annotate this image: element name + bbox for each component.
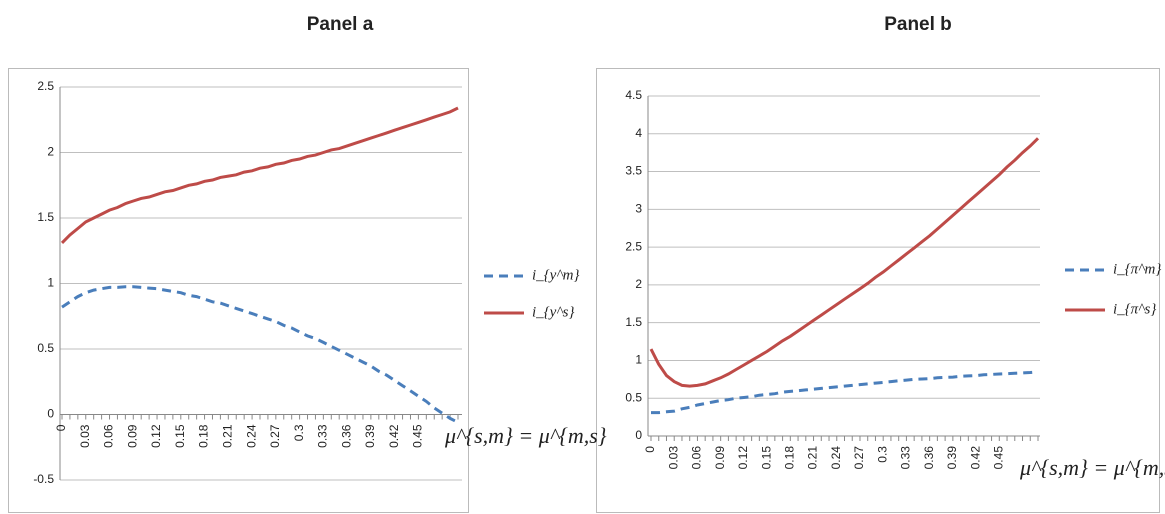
panel-title: Panel b xyxy=(884,14,952,35)
panel-frame xyxy=(8,68,469,513)
y-tick-label: 1.5 xyxy=(37,210,54,224)
x-tick-label: 0.03 xyxy=(78,424,92,448)
series-line xyxy=(651,370,1039,415)
x-tick-label: 0.27 xyxy=(852,446,866,470)
x-tick-label: 0.36 xyxy=(339,424,353,448)
x-tick-label: 0.09 xyxy=(125,424,139,448)
y-tick-label: 1.5 xyxy=(625,315,642,329)
y-tick-label: 0 xyxy=(47,407,54,421)
x-tick-label: 0.42 xyxy=(387,424,401,448)
x-tick-label: 0.45 xyxy=(991,446,1005,470)
x-tick-label: 0.06 xyxy=(690,446,704,470)
x-axis-label: μ^{s,m} = μ^{m,s} xyxy=(444,423,607,448)
x-axis-label: μ^{s,m} = μ^{m,s} xyxy=(1019,455,1165,480)
legend-label: i_{y^m} xyxy=(532,267,579,283)
x-tick-label: 0.15 xyxy=(173,424,187,448)
panel-title: Panel a xyxy=(307,14,374,35)
legend-label: i_{π^s} xyxy=(1113,301,1156,317)
y-tick-label: 3.5 xyxy=(625,164,642,178)
x-tick-label: 0.39 xyxy=(945,446,959,470)
x-tick-label: 0.12 xyxy=(149,424,163,448)
x-tick-label: 0.21 xyxy=(220,424,234,448)
x-tick-label: 0.06 xyxy=(102,424,116,448)
y-tick-label: 2.5 xyxy=(37,79,54,93)
series-line xyxy=(60,106,459,244)
x-tick-label: 0.18 xyxy=(782,446,796,470)
panel-frame xyxy=(596,68,1160,513)
x-tick-label: 0.42 xyxy=(968,446,982,470)
x-tick-label: 0.27 xyxy=(268,424,282,448)
y-tick-label: 4 xyxy=(635,126,642,140)
x-tick-label: 0.21 xyxy=(806,446,820,470)
series-line xyxy=(649,137,1040,388)
x-tick-label: 0.33 xyxy=(316,424,330,448)
y-tick-label: 0.5 xyxy=(37,341,54,355)
x-tick-label: 0.33 xyxy=(899,446,913,470)
x-tick-label: 0.24 xyxy=(244,424,258,448)
x-tick-label: 0.36 xyxy=(922,446,936,470)
x-tick-label: 0.18 xyxy=(197,424,211,448)
x-tick-label: 0.15 xyxy=(759,446,773,470)
x-tick-label: 0.24 xyxy=(829,446,843,470)
y-tick-label: 2 xyxy=(47,145,54,159)
y-tick-label: 0.5 xyxy=(625,390,642,404)
y-tick-label: 2 xyxy=(635,277,642,291)
y-tick-label: 0 xyxy=(635,428,642,442)
x-tick-label: 0.03 xyxy=(666,446,680,470)
x-tick-label: 0.3 xyxy=(292,424,306,441)
y-tick-label: 4.5 xyxy=(625,88,642,102)
y-tick-label: 3 xyxy=(635,202,642,216)
x-tick-label: 0.09 xyxy=(713,446,727,470)
y-tick-label: 1 xyxy=(47,276,54,290)
y-tick-label: 1 xyxy=(635,353,642,367)
x-tick-label: 0.39 xyxy=(363,424,377,448)
x-tick-label: 0 xyxy=(643,446,657,453)
x-tick-label: 0.3 xyxy=(875,446,889,463)
x-tick-label: 0.12 xyxy=(736,446,750,470)
legend-label: i_{y^s} xyxy=(532,304,575,320)
legend-label: i_{π^m} xyxy=(1113,261,1161,277)
x-tick-label: 0 xyxy=(54,424,68,431)
y-tick-label: -0.5 xyxy=(33,472,54,486)
y-tick-label: 2.5 xyxy=(625,239,642,253)
x-tick-label: 0.45 xyxy=(411,424,425,448)
series-line xyxy=(61,285,459,424)
